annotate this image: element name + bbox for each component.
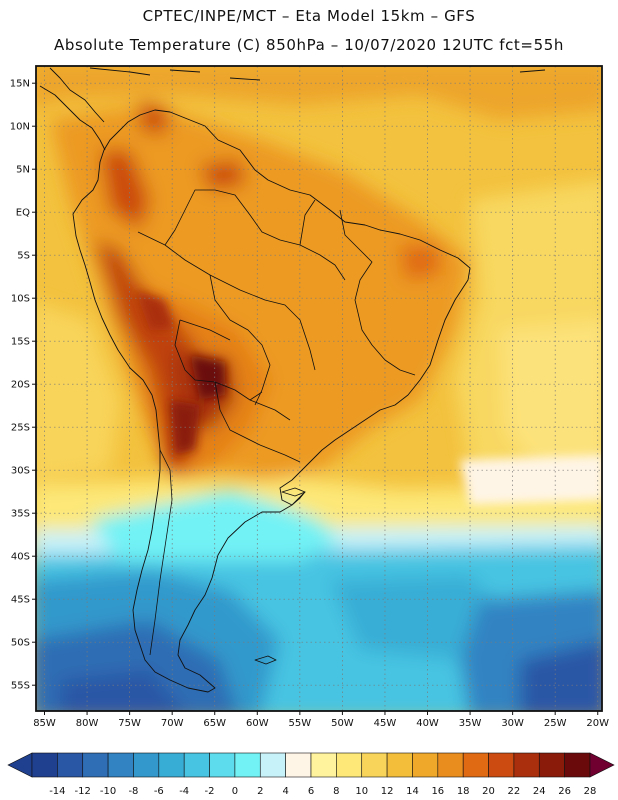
colorbar-swatch — [386, 752, 413, 778]
latitude-label: 10N — [10, 122, 30, 133]
colorbar-tick-label: 14 — [406, 786, 419, 797]
colorbar-swatch — [361, 752, 388, 778]
colorbar-tick-label: 12 — [381, 786, 394, 797]
longitude-label: 70W — [161, 718, 184, 729]
colorbar-swatch — [234, 752, 261, 778]
latitude-label: 5S — [17, 251, 30, 262]
longitude-label: 40W — [416, 718, 439, 729]
colorbar-swatch — [513, 752, 540, 778]
map-frame — [35, 65, 603, 712]
latitude-label: 20S — [11, 380, 30, 391]
colorbar-swatch — [259, 752, 286, 778]
colorbar-swatch — [107, 752, 134, 778]
falkland-islands — [254, 655, 277, 665]
longitude-label: 30W — [501, 718, 524, 729]
colorbar-swatch — [310, 752, 337, 778]
colorbar-swatch — [564, 752, 591, 778]
colorbar-tick-label: -14 — [49, 786, 65, 797]
latitude-label: 50S — [11, 638, 30, 649]
colorbar-tick-label: 4 — [282, 786, 288, 797]
latitude-label: 25S — [11, 423, 30, 434]
colorbar-swatch — [82, 752, 109, 778]
colorbar-swatch — [31, 752, 58, 778]
caribbean-islands — [89, 67, 546, 81]
longitude-label: 20W — [586, 718, 609, 729]
colorbar-swatch — [488, 752, 515, 778]
longitude-label: 65W — [203, 718, 226, 729]
colorbar-tick-label: -12 — [75, 786, 91, 797]
colorbar-tick-label: -8 — [128, 786, 138, 797]
central-america-coast — [39, 85, 106, 151]
colorbar-swatch — [336, 752, 363, 778]
colorbar-tick-label: 10 — [355, 786, 368, 797]
colorbar-tick-label: 28 — [584, 786, 597, 797]
colorbar-swatch — [412, 752, 439, 778]
longitude-axis-labels: 85W 80W 75W 70W 65W 60W 55W 50W 45W 40W 35W 30W 25W 2… — [33, 711, 609, 729]
latitude-label: EQ — [16, 208, 30, 219]
colorbar-min-arrow — [7, 752, 33, 778]
longitude-label: 75W — [118, 718, 141, 729]
latitude-label: 10S — [11, 294, 30, 305]
colorbar-swatch — [462, 752, 489, 778]
colorbar-tick-label: -6 — [154, 786, 164, 797]
latitude-label: 35S — [11, 509, 30, 520]
latitude-axis-labels: 15N 10N 5N EQ 5S 10S 15S 20S 25S 30S 35S 40S 45S 50S 5… — [10, 79, 36, 692]
south-america-coastline — [72, 109, 471, 693]
central-america-coast-north — [49, 67, 105, 123]
colorbar-tick-label: -4 — [179, 786, 189, 797]
uruguay-lagoon — [281, 487, 306, 497]
longitude-label: 55W — [289, 718, 312, 729]
longitude-label: 45W — [374, 718, 397, 729]
latitude-label: 40S — [11, 552, 30, 563]
country-borders — [137, 189, 416, 656]
temperature-field — [36, 66, 602, 711]
colorbar-tick-label: 26 — [558, 786, 571, 797]
longitude-label: 85W — [33, 718, 56, 729]
colorbar-tick-label: 8 — [333, 786, 339, 797]
longitude-label: 50W — [331, 718, 354, 729]
colorbar-tick-label: 20 — [482, 786, 495, 797]
longitude-label: 35W — [459, 718, 482, 729]
colorbar-tick-label: 2 — [257, 786, 263, 797]
latitude-label: 15S — [11, 337, 30, 348]
map-title-line-1: CPTEC/INPE/MCT – Eta Model 15km – GFS — [142, 7, 476, 25]
latitude-label: 55S — [11, 681, 30, 692]
latitude-label: 45S — [11, 595, 30, 606]
longitude-label: 25W — [544, 718, 567, 729]
colorbar-tick-labels: -14 -12 -10 -8 -6 -4 -2 0 2 4 6 8 10 12 14 16 18 20 22 24 26… — [49, 786, 596, 797]
colorbar-swatch — [57, 752, 84, 778]
colorbar-tick-label: 6 — [308, 786, 314, 797]
longitude-label: 80W — [76, 718, 99, 729]
colorbar-tick-label: 0 — [232, 786, 238, 797]
latitude-label: 15N — [10, 79, 30, 90]
colorbar-tick-label: 18 — [457, 786, 470, 797]
colorbar-swatch — [285, 752, 312, 778]
colorbar-swatch — [209, 752, 236, 778]
colorbar-tick-label: 16 — [431, 786, 444, 797]
colorbar-tick-label: 22 — [508, 786, 521, 797]
colorbar-swatch — [158, 752, 185, 778]
colorbar-swatch — [183, 752, 210, 778]
latitude-label: 30S — [11, 466, 30, 477]
colorbar-swatch — [133, 752, 160, 778]
colorbar-swatch — [437, 752, 464, 778]
colorbar-swatch — [538, 752, 565, 778]
colorbar-max-arrow — [589, 752, 615, 778]
temperature-colorbar — [7, 752, 615, 778]
coastlines-and-borders — [39, 67, 546, 693]
colorbar-tick-label: -2 — [205, 786, 215, 797]
latitude-label: 5N — [16, 165, 30, 176]
map-title-line-2: Absolute Temperature (C) 850hPa – 10/07/… — [54, 36, 564, 54]
colorbar-tick-label: -10 — [100, 786, 116, 797]
longitude-label: 60W — [246, 718, 269, 729]
colorbar-tick-label: 24 — [533, 786, 546, 797]
